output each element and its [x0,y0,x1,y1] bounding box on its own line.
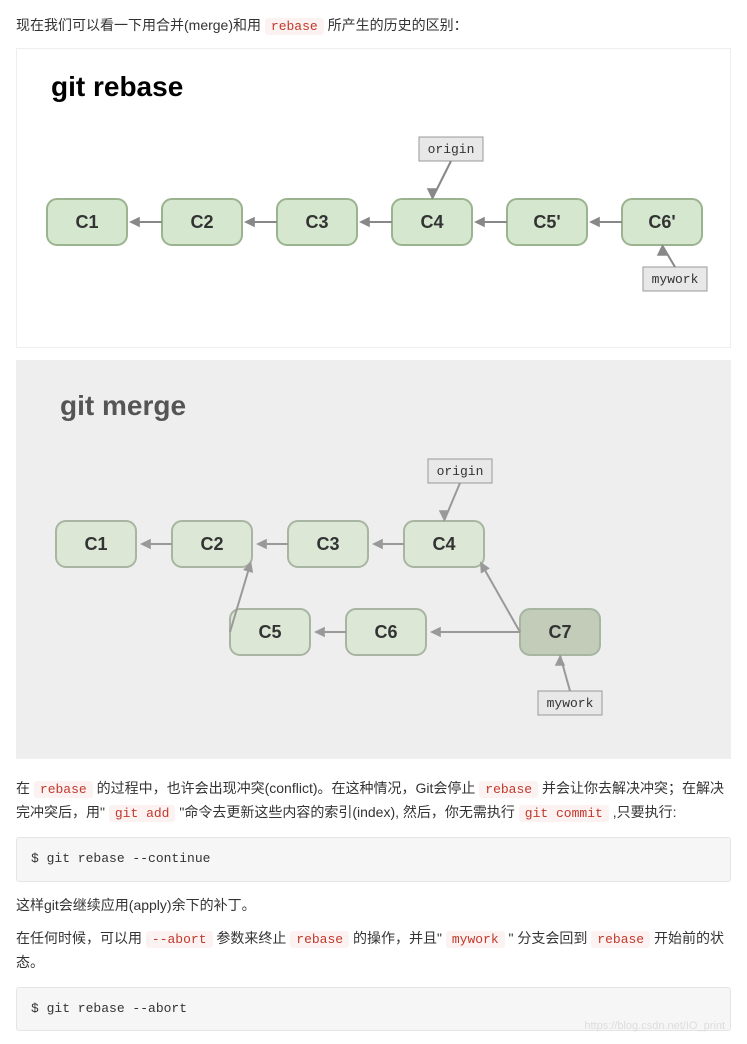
code-git-commit: git commit [519,805,609,822]
svg-text:C7: C7 [548,622,571,642]
svg-text:C6: C6 [374,622,397,642]
code-rebase-4: rebase [591,931,650,948]
para3: 这样git会继续应用(apply)余下的补丁。 [16,894,731,918]
svg-text:mywork: mywork [652,272,699,287]
cmd-abort: $ git rebase --abort [16,987,731,1031]
svg-text:C3: C3 [316,534,339,554]
svg-text:C1: C1 [84,534,107,554]
svg-text:C3: C3 [305,212,328,232]
para2: 在 rebase 的过程中，也许会出现冲突(conflict)。在这种情况，Gi… [16,777,731,825]
para4: 在任何时候，可以用 --abort 参数来终止 rebase 的操作，并且" m… [16,927,731,975]
code-mywork: mywork [446,931,505,948]
svg-text:C2: C2 [200,534,223,554]
intro-post: 所产生的历史的区别： [328,17,468,33]
intro-paragraph: 现在我们可以看一下用合并(merge)和用 rebase 所产生的历史的区别： [16,14,731,38]
merge-svg: C1 C2 C3 C4 C5 C6 C7 origin mywork [26,435,726,735]
svg-text:origin: origin [428,142,475,157]
code-git-add: git add [109,805,176,822]
svg-text:mywork: mywork [547,696,594,711]
svg-text:C4: C4 [432,534,455,554]
rebase-svg: C1 C2 C3 C4 C5' C6' origin mywork [27,129,727,329]
rebase-diagram: git rebase C1 C2 C3 C4 C5' C6' origin mywork [16,48,731,348]
svg-text:C5': C5' [533,212,560,232]
merge-diagram: git merge C1 C2 C3 C4 C5 C6 C7 origin mywork [16,360,731,760]
svg-text:C1: C1 [75,212,98,232]
intro-pre: 现在我们可以看一下用合并(merge)和用 [16,17,265,33]
svg-text:origin: origin [437,464,484,479]
svg-text:C6': C6' [648,212,675,232]
merge-title: git merge [60,382,721,430]
code-rebase-3: rebase [290,931,349,948]
svg-text:C2: C2 [190,212,213,232]
code-abort: --abort [146,931,213,948]
cmd-continue: $ git rebase --continue [16,837,731,881]
svg-text:C5: C5 [258,622,281,642]
code-rebase-1: rebase [34,781,93,798]
svg-text:C4: C4 [420,212,443,232]
intro-code: rebase [265,18,324,35]
rebase-title: git rebase [51,63,720,111]
code-rebase-2: rebase [479,781,538,798]
